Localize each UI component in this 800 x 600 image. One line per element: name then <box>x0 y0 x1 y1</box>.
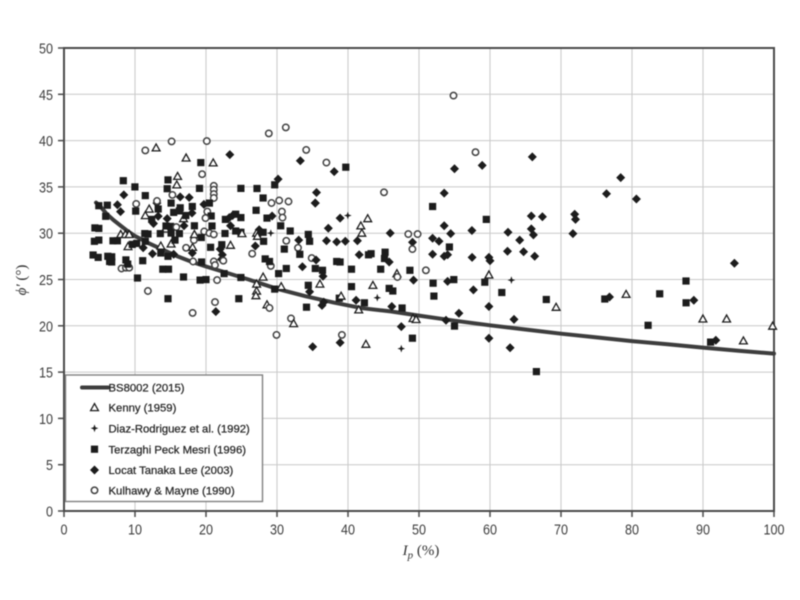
svg-text:10: 10 <box>128 523 142 539</box>
svg-text:10: 10 <box>39 412 53 428</box>
svg-text:Ip (%): Ip (%) <box>402 543 440 562</box>
svg-text:BS8002 (2015): BS8002 (2015) <box>109 383 185 395</box>
svg-text:20: 20 <box>39 319 53 335</box>
svg-text:20: 20 <box>199 523 213 539</box>
svg-text:25: 25 <box>39 273 53 289</box>
svg-text:30: 30 <box>270 523 284 539</box>
svg-text:80: 80 <box>625 523 639 539</box>
svg-text:60: 60 <box>483 523 497 539</box>
svg-text:0: 0 <box>46 505 53 521</box>
svg-text:35: 35 <box>39 180 53 196</box>
svg-text:Terzaghi Peck Mesri (1996): Terzaghi Peck Mesri (1996) <box>109 444 247 456</box>
svg-text:ϕ′ (°): ϕ′ (°) <box>14 265 30 296</box>
svg-text:40: 40 <box>341 523 355 539</box>
svg-text:90: 90 <box>696 523 710 539</box>
svg-text:5: 5 <box>46 458 53 474</box>
svg-text:100: 100 <box>764 523 785 539</box>
svg-text:40: 40 <box>39 134 53 150</box>
svg-text:50: 50 <box>39 42 53 58</box>
svg-text:Locat Tanaka Lee (2003): Locat Tanaka Lee (2003) <box>109 465 234 477</box>
svg-text:70: 70 <box>554 523 568 539</box>
svg-text:30: 30 <box>39 227 53 243</box>
svg-text:15: 15 <box>39 366 53 382</box>
svg-text:Kenny (1959): Kenny (1959) <box>109 403 177 415</box>
svg-text:45: 45 <box>39 88 53 104</box>
svg-text:Diaz-Rodriguez et al. (1992): Diaz-Rodriguez et al. (1992) <box>109 423 251 435</box>
svg-text:50: 50 <box>412 523 426 539</box>
svg-text:0: 0 <box>61 523 68 539</box>
svg-text:Kulhawy & Mayne (1990): Kulhawy & Mayne (1990) <box>109 485 235 497</box>
